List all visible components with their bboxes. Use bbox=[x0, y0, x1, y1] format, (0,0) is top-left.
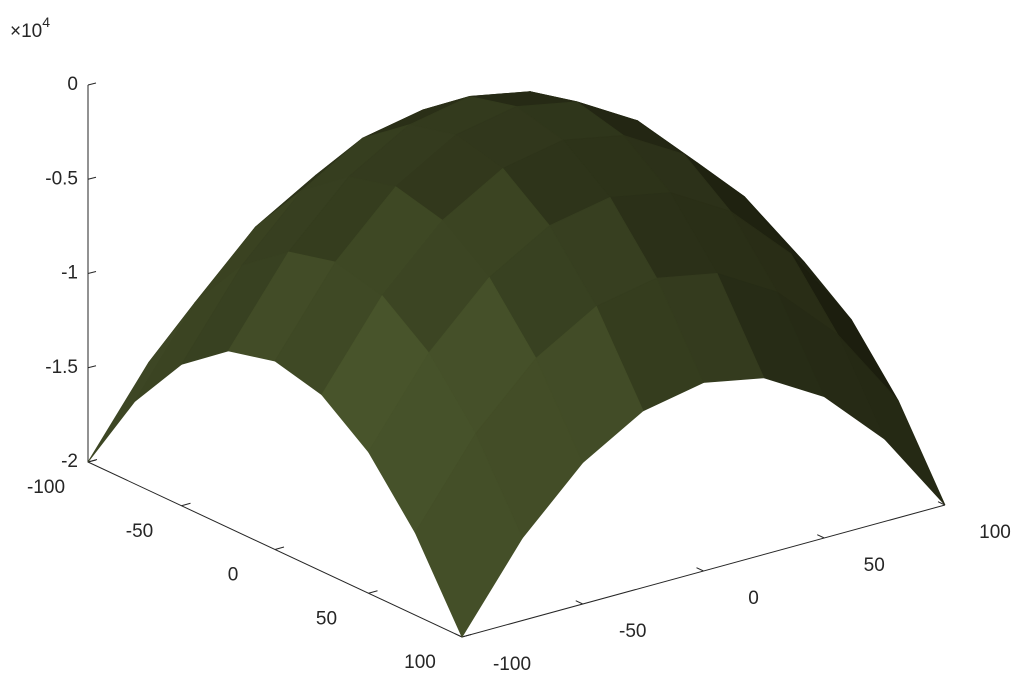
z-tick-label: -1.5 bbox=[45, 357, 78, 378]
x-tick-label: 100 bbox=[979, 522, 1011, 543]
y-tick bbox=[461, 634, 472, 638]
y-tick-label: -50 bbox=[126, 521, 153, 542]
y-tick-label: -100 bbox=[27, 477, 65, 498]
y-tick-label: 50 bbox=[316, 608, 337, 629]
z-tick bbox=[87, 365, 97, 369]
x-tick-label: 0 bbox=[748, 588, 759, 609]
z-tick bbox=[87, 82, 97, 86]
surface-patch bbox=[414, 432, 523, 638]
z-exponent-power: 4 bbox=[42, 14, 50, 30]
z-tick bbox=[87, 176, 97, 180]
surface-patch bbox=[87, 302, 196, 463]
y-tick bbox=[368, 590, 378, 594]
x-tick bbox=[696, 567, 704, 572]
z-exponent: ×104 bbox=[10, 14, 50, 42]
z-exponent-base: ×10 bbox=[10, 21, 42, 42]
x-tick bbox=[937, 501, 946, 506]
y-tick bbox=[87, 459, 98, 463]
z-tick-label: -0.5 bbox=[45, 168, 78, 189]
x-tick-label: -50 bbox=[619, 621, 646, 642]
x-tick-label: -100 bbox=[493, 654, 531, 675]
x-tick-label: 50 bbox=[864, 555, 885, 576]
surface-patch bbox=[837, 334, 946, 506]
y-tick bbox=[181, 502, 191, 507]
y-tick-label: 100 bbox=[404, 652, 436, 673]
z-tick-label: -1 bbox=[61, 263, 78, 284]
y-tick-label: 0 bbox=[228, 565, 239, 586]
y-tick bbox=[274, 546, 285, 550]
z-tick-label: 0 bbox=[67, 74, 78, 95]
z-tick-label: -2 bbox=[61, 451, 78, 472]
x-tick bbox=[817, 534, 825, 539]
x-tick bbox=[454, 633, 463, 638]
x-tick bbox=[575, 600, 583, 605]
z-tick bbox=[87, 271, 97, 274]
